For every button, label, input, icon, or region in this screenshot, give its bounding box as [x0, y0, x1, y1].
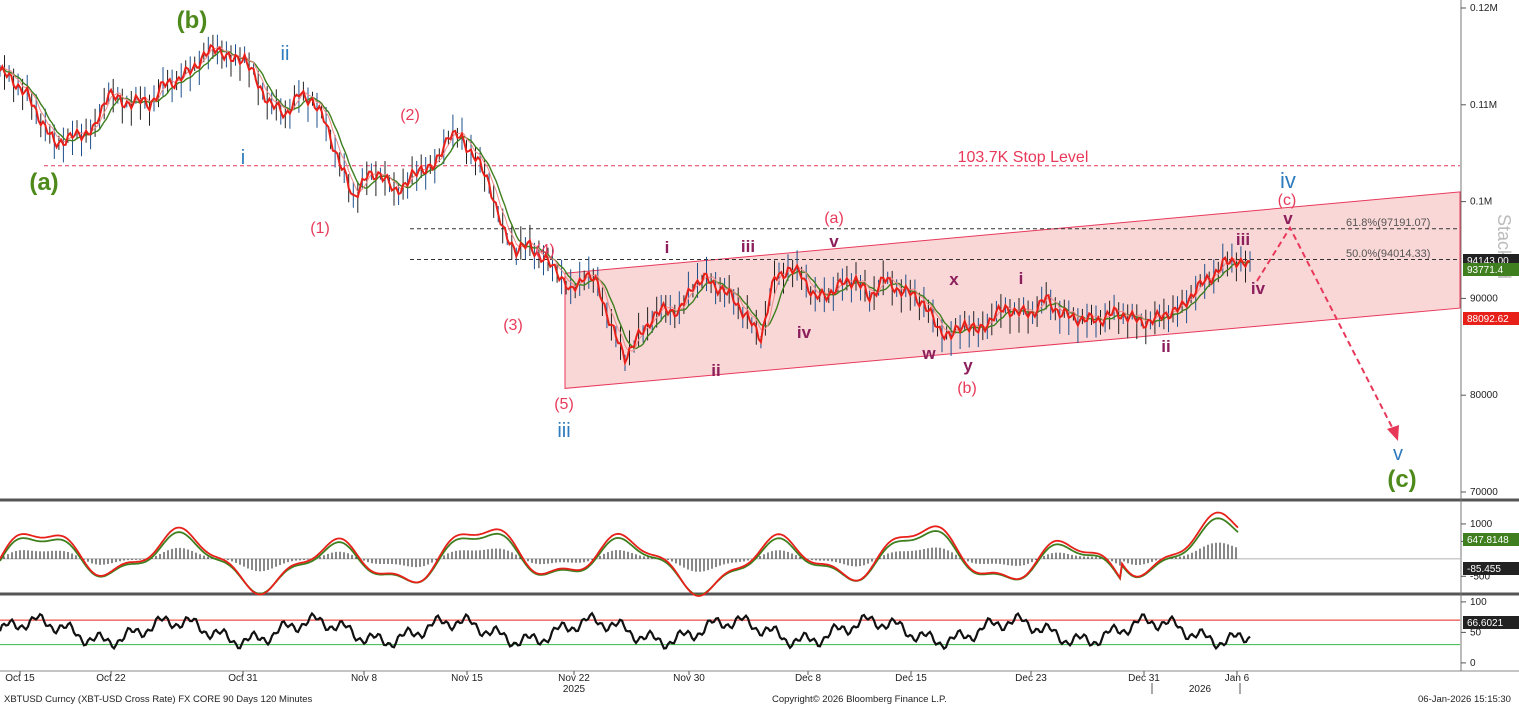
rsi-tick-label: 50: [1470, 627, 1482, 638]
wave-label: (b): [177, 7, 208, 34]
wave-label: x: [949, 270, 959, 289]
wave-label: (1): [310, 220, 330, 237]
rsi-value-box: [1463, 616, 1519, 629]
macd-panel: [0, 511, 1460, 597]
x-year-label: 2026: [1189, 684, 1212, 695]
price-y-axis: 0.12M 0.11M 0.1M 90000 80000 70000: [1461, 3, 1498, 498]
x-tick-label: Jan 6: [1225, 673, 1250, 684]
macd-line: [0, 511, 1239, 597]
macd-hist-value: -85.455: [1467, 564, 1501, 575]
moving-average-mid: [0, 45, 1251, 352]
wave-label: ii: [1161, 337, 1170, 356]
price-tag-box: [1463, 263, 1519, 276]
x-tick-label: Nov 30: [673, 673, 705, 684]
wave-label: iv: [1280, 168, 1296, 193]
stop-level-label: 103.7K Stop Level: [958, 149, 1089, 166]
rsi-panel: [0, 611, 1460, 651]
macd-tick-label: 1000: [1470, 519, 1493, 530]
wave-label: (a): [824, 210, 844, 227]
x-tick-label: Nov 15: [451, 673, 483, 684]
price-tick-label: 80000: [1470, 390, 1498, 401]
wave-label: y: [963, 356, 973, 375]
rsi-tick-label: 0: [1470, 658, 1476, 669]
wave-label: (b): [957, 380, 977, 397]
projection-arrow: [1256, 225, 1395, 432]
price-tag-box: [1463, 312, 1519, 325]
price-line: [0, 43, 1251, 367]
rsi-value: 66.6021: [1467, 618, 1504, 629]
footer-copyright: Copyright© 2026 Bloomberg Finance L.P.: [772, 694, 947, 705]
fib-500-label: 50.0%(94014.33): [1346, 248, 1430, 260]
wave-label: i: [241, 147, 245, 169]
x-tick-label: Oct 15: [5, 673, 35, 684]
fib-618-label: 61.8%(97191.07): [1346, 217, 1430, 229]
wave-label: iii: [741, 237, 755, 256]
wave-label: ii: [281, 43, 290, 65]
x-tick-label: Nov 8: [351, 673, 378, 684]
footer-timestamp: 06-Jan-2026 15:15:30: [1418, 694, 1511, 705]
wave-label: iv: [797, 323, 812, 342]
macd-hist-value-box: [1463, 562, 1519, 575]
price-tag-value: 93771.4: [1467, 265, 1504, 276]
wave-label: (4): [535, 242, 555, 259]
price-tag-value: 94143.00: [1467, 256, 1509, 267]
wave-label: (a): [29, 169, 58, 196]
projection-arrow-head: [1387, 425, 1399, 442]
wave-label: (c): [1387, 466, 1416, 493]
x-tick-label: Dec 31: [1128, 673, 1160, 684]
wave-label: i: [665, 238, 670, 257]
macd-tick-label: -500: [1470, 571, 1490, 582]
wave-label: (5): [554, 396, 574, 413]
wave-label: iv: [1251, 279, 1266, 298]
wave-label: v: [1283, 209, 1293, 228]
wave-label: iii: [557, 420, 570, 442]
trend-channel: [564, 191, 1461, 389]
price-tick-label: 0.11M: [1470, 100, 1497, 111]
macd-value: 647.8148: [1467, 535, 1509, 546]
x-tick-label: Dec 8: [795, 673, 822, 684]
wave-label: i: [1019, 269, 1024, 288]
rsi-tick-label: 100: [1470, 597, 1487, 608]
moving-average-slow: [0, 50, 1251, 350]
wave-label: (3): [503, 317, 523, 334]
price-tick-label: 70000: [1470, 487, 1498, 498]
price-tag-value: 88092.62: [1467, 314, 1509, 325]
x-tick-label: Dec 15: [895, 673, 927, 684]
price-tick-label: 0.1M: [1470, 197, 1492, 208]
wave-label: w: [921, 344, 936, 363]
wave-label: v: [829, 232, 839, 251]
x-year-label: 2025: [563, 684, 586, 695]
wave-label: ii: [711, 361, 720, 380]
footer-security: XBTUSD Curncy (XBT-USD Cross Rate) FX CO…: [4, 694, 313, 705]
x-tick-label: Nov 22: [558, 673, 590, 684]
x-axis: Oct 15 Oct 22 Oct 31 Nov 8 Nov 15 Nov 22 Nov 3…: [5, 671, 1250, 695]
macd-value-box: [1463, 533, 1519, 546]
wave-label: v: [1393, 443, 1403, 465]
price-tick-label: 0.12M: [1470, 3, 1498, 14]
rsi-line: [0, 611, 1251, 651]
rsi-y-axis: 100 50 0 66.6021: [1461, 597, 1519, 669]
x-tick-label: Oct 22: [96, 673, 126, 684]
wave-label: iii: [1236, 230, 1250, 249]
wave-label: (c): [1278, 192, 1297, 209]
x-tick-label: Dec 23: [1015, 673, 1047, 684]
wave-label: (2): [400, 107, 420, 124]
price-tick-label: 90000: [1470, 293, 1498, 304]
x-tick-label: Oct 31: [228, 673, 258, 684]
